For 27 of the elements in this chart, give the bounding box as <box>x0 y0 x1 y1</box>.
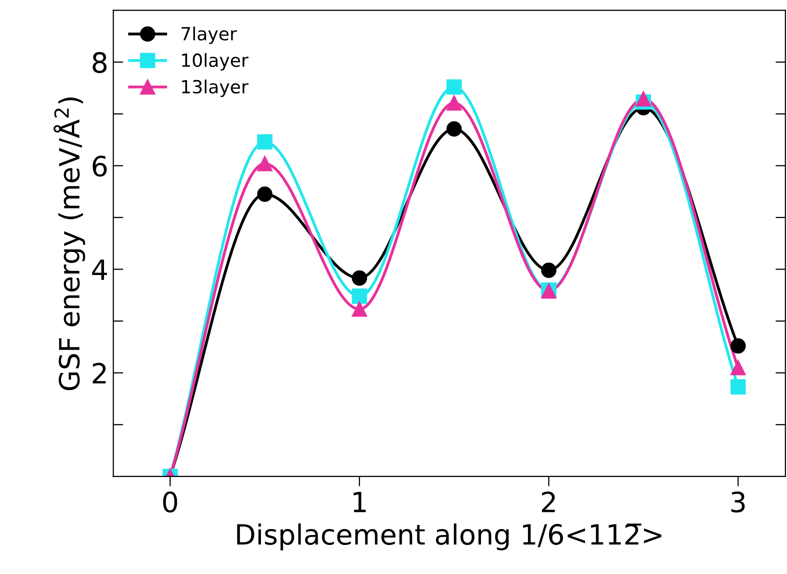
legend-label: 13layer <box>182 80 248 98</box>
point <box>257 186 272 202</box>
y-tick-label: 8 <box>92 52 107 74</box>
point <box>446 95 462 111</box>
x-tick-label: 3 <box>731 491 745 513</box>
point <box>257 134 272 150</box>
point <box>352 302 368 317</box>
y-tick-label: 4 <box>92 260 107 280</box>
point <box>446 121 462 137</box>
point <box>446 79 462 95</box>
x-tick-label: 2 <box>542 491 555 512</box>
y-axis-title: GSF energy (meV/Å$^{2}$) <box>54 97 86 390</box>
point <box>636 91 652 107</box>
point <box>352 288 368 304</box>
point <box>541 262 556 278</box>
point <box>352 270 368 286</box>
x-tick-label: 1 <box>354 492 366 512</box>
point <box>257 156 272 172</box>
legend-label: 10layer <box>182 53 248 71</box>
x-tick-label: 0 <box>163 491 178 513</box>
y-tick-label: 6 <box>92 156 107 177</box>
point <box>730 379 746 394</box>
point <box>730 360 746 376</box>
legend-label: 7layer <box>182 26 237 44</box>
point <box>730 338 746 354</box>
y-tick-label: 2 <box>92 362 106 384</box>
x-axis-title: Displacement along 1/6<112̅> <box>237 523 662 550</box>
